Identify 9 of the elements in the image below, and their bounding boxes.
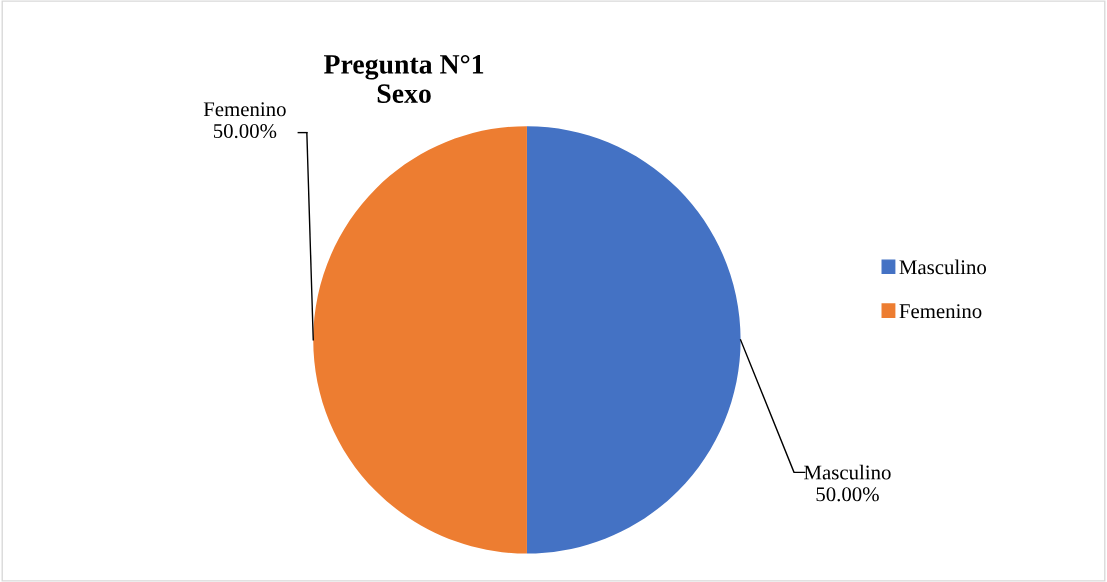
data-label: 50.00% bbox=[213, 123, 277, 139]
pie-slice bbox=[313, 126, 527, 554]
pie-slice bbox=[526, 126, 741, 554]
chart-title: Pregunta N°1 Sexo bbox=[324, 54, 484, 103]
slice-label: Masculino bbox=[804, 464, 891, 480]
legend-label: Masculino bbox=[899, 259, 987, 275]
slice-label: Femenino bbox=[203, 102, 286, 117]
legend-label: Femenino bbox=[899, 304, 982, 319]
data-label: 50.00% bbox=[816, 487, 879, 502]
